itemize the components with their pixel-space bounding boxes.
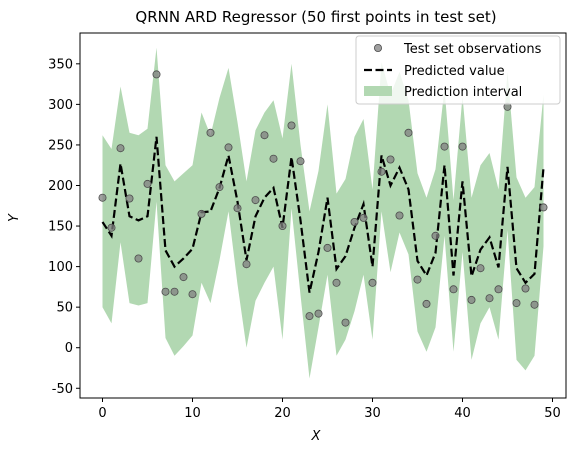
observation-point [323, 243, 332, 252]
plot-frame [79, 32, 567, 399]
observation-point [287, 121, 296, 130]
observation-point [404, 128, 413, 137]
y-tick-label: 250 [48, 138, 73, 153]
observation-point [467, 295, 476, 304]
axes-layer: 0 10 20 30 40 50 -50 0 50 100 150 200 250 300 350 [48, 32, 567, 421]
y-tick-label: 100 [48, 260, 73, 275]
observation-point [224, 143, 233, 152]
y-axis-label: Y [7, 213, 22, 222]
observation-point [377, 167, 386, 176]
observation-point [395, 211, 404, 220]
y-tick-label: -50 [52, 382, 73, 397]
x-tick-label: 20 [274, 406, 291, 421]
y-tick-label: 200 [48, 179, 73, 194]
observation-point [413, 275, 422, 284]
observation-point [458, 142, 467, 151]
observation-point [485, 294, 494, 303]
observation-point [197, 209, 206, 218]
observation-point [314, 309, 323, 318]
observation-point [233, 204, 242, 213]
observation-point [341, 318, 350, 327]
observation-points-layer [98, 70, 548, 327]
observation-point [188, 290, 197, 299]
observation-point [143, 179, 152, 188]
observation-point [161, 287, 170, 296]
observation-point [179, 273, 188, 282]
predicted-value-line [101, 136, 545, 293]
observation-point [206, 128, 215, 137]
x-tick-label: 0 [98, 406, 106, 421]
legend-label-interval: Prediction interval [404, 85, 522, 100]
y-tick-label: 350 [48, 57, 73, 72]
chart-title: QRNN ARD Regressor (50 first points in t… [135, 8, 496, 26]
observation-point [242, 260, 251, 269]
observation-point [350, 217, 359, 226]
observation-point [251, 196, 260, 205]
observation-point [359, 213, 368, 222]
observation-point [116, 144, 125, 153]
observation-point [440, 142, 449, 151]
observation-point [305, 312, 314, 321]
x-tick-label: 50 [544, 406, 561, 421]
observation-point [296, 157, 305, 166]
x-tick-label: 10 [184, 406, 201, 421]
legend-label-observations: Test set observations [403, 42, 542, 57]
observation-point [215, 183, 224, 192]
predicted-line-layer [101, 136, 545, 293]
x-axis-label: X [311, 429, 322, 444]
observation-point [494, 285, 503, 294]
observation-point [368, 278, 377, 287]
observation-point [386, 155, 395, 164]
observation-point [107, 223, 116, 232]
observation-point [332, 278, 341, 287]
observation-point [449, 285, 458, 294]
legend-interval-swatch [364, 86, 392, 96]
observation-point [512, 299, 521, 308]
observation-point [422, 299, 431, 308]
observation-point [98, 193, 107, 202]
legend: Test set observations Predicted value Pre… [355, 35, 561, 105]
observation-point [530, 300, 539, 309]
legend-observation-marker [373, 44, 382, 53]
observation-point [125, 194, 134, 203]
observation-point [260, 131, 269, 140]
y-tick-label: 300 [48, 98, 73, 113]
x-tick-label: 30 [364, 406, 381, 421]
observation-point [539, 203, 548, 212]
y-tick-label: 150 [48, 220, 73, 235]
legend-label-prediction: Predicted value [404, 64, 505, 79]
observation-point [134, 254, 143, 263]
observation-point [170, 287, 179, 296]
observation-point [269, 154, 278, 163]
observation-point [278, 221, 287, 230]
observation-point [431, 231, 440, 240]
y-tick-label: 50 [56, 301, 73, 316]
legend-box [355, 35, 561, 105]
observation-point [476, 264, 485, 273]
observation-point [152, 70, 161, 79]
y-tick-label: 0 [65, 341, 73, 356]
observation-point [521, 284, 530, 293]
x-tick-label: 40 [454, 406, 471, 421]
